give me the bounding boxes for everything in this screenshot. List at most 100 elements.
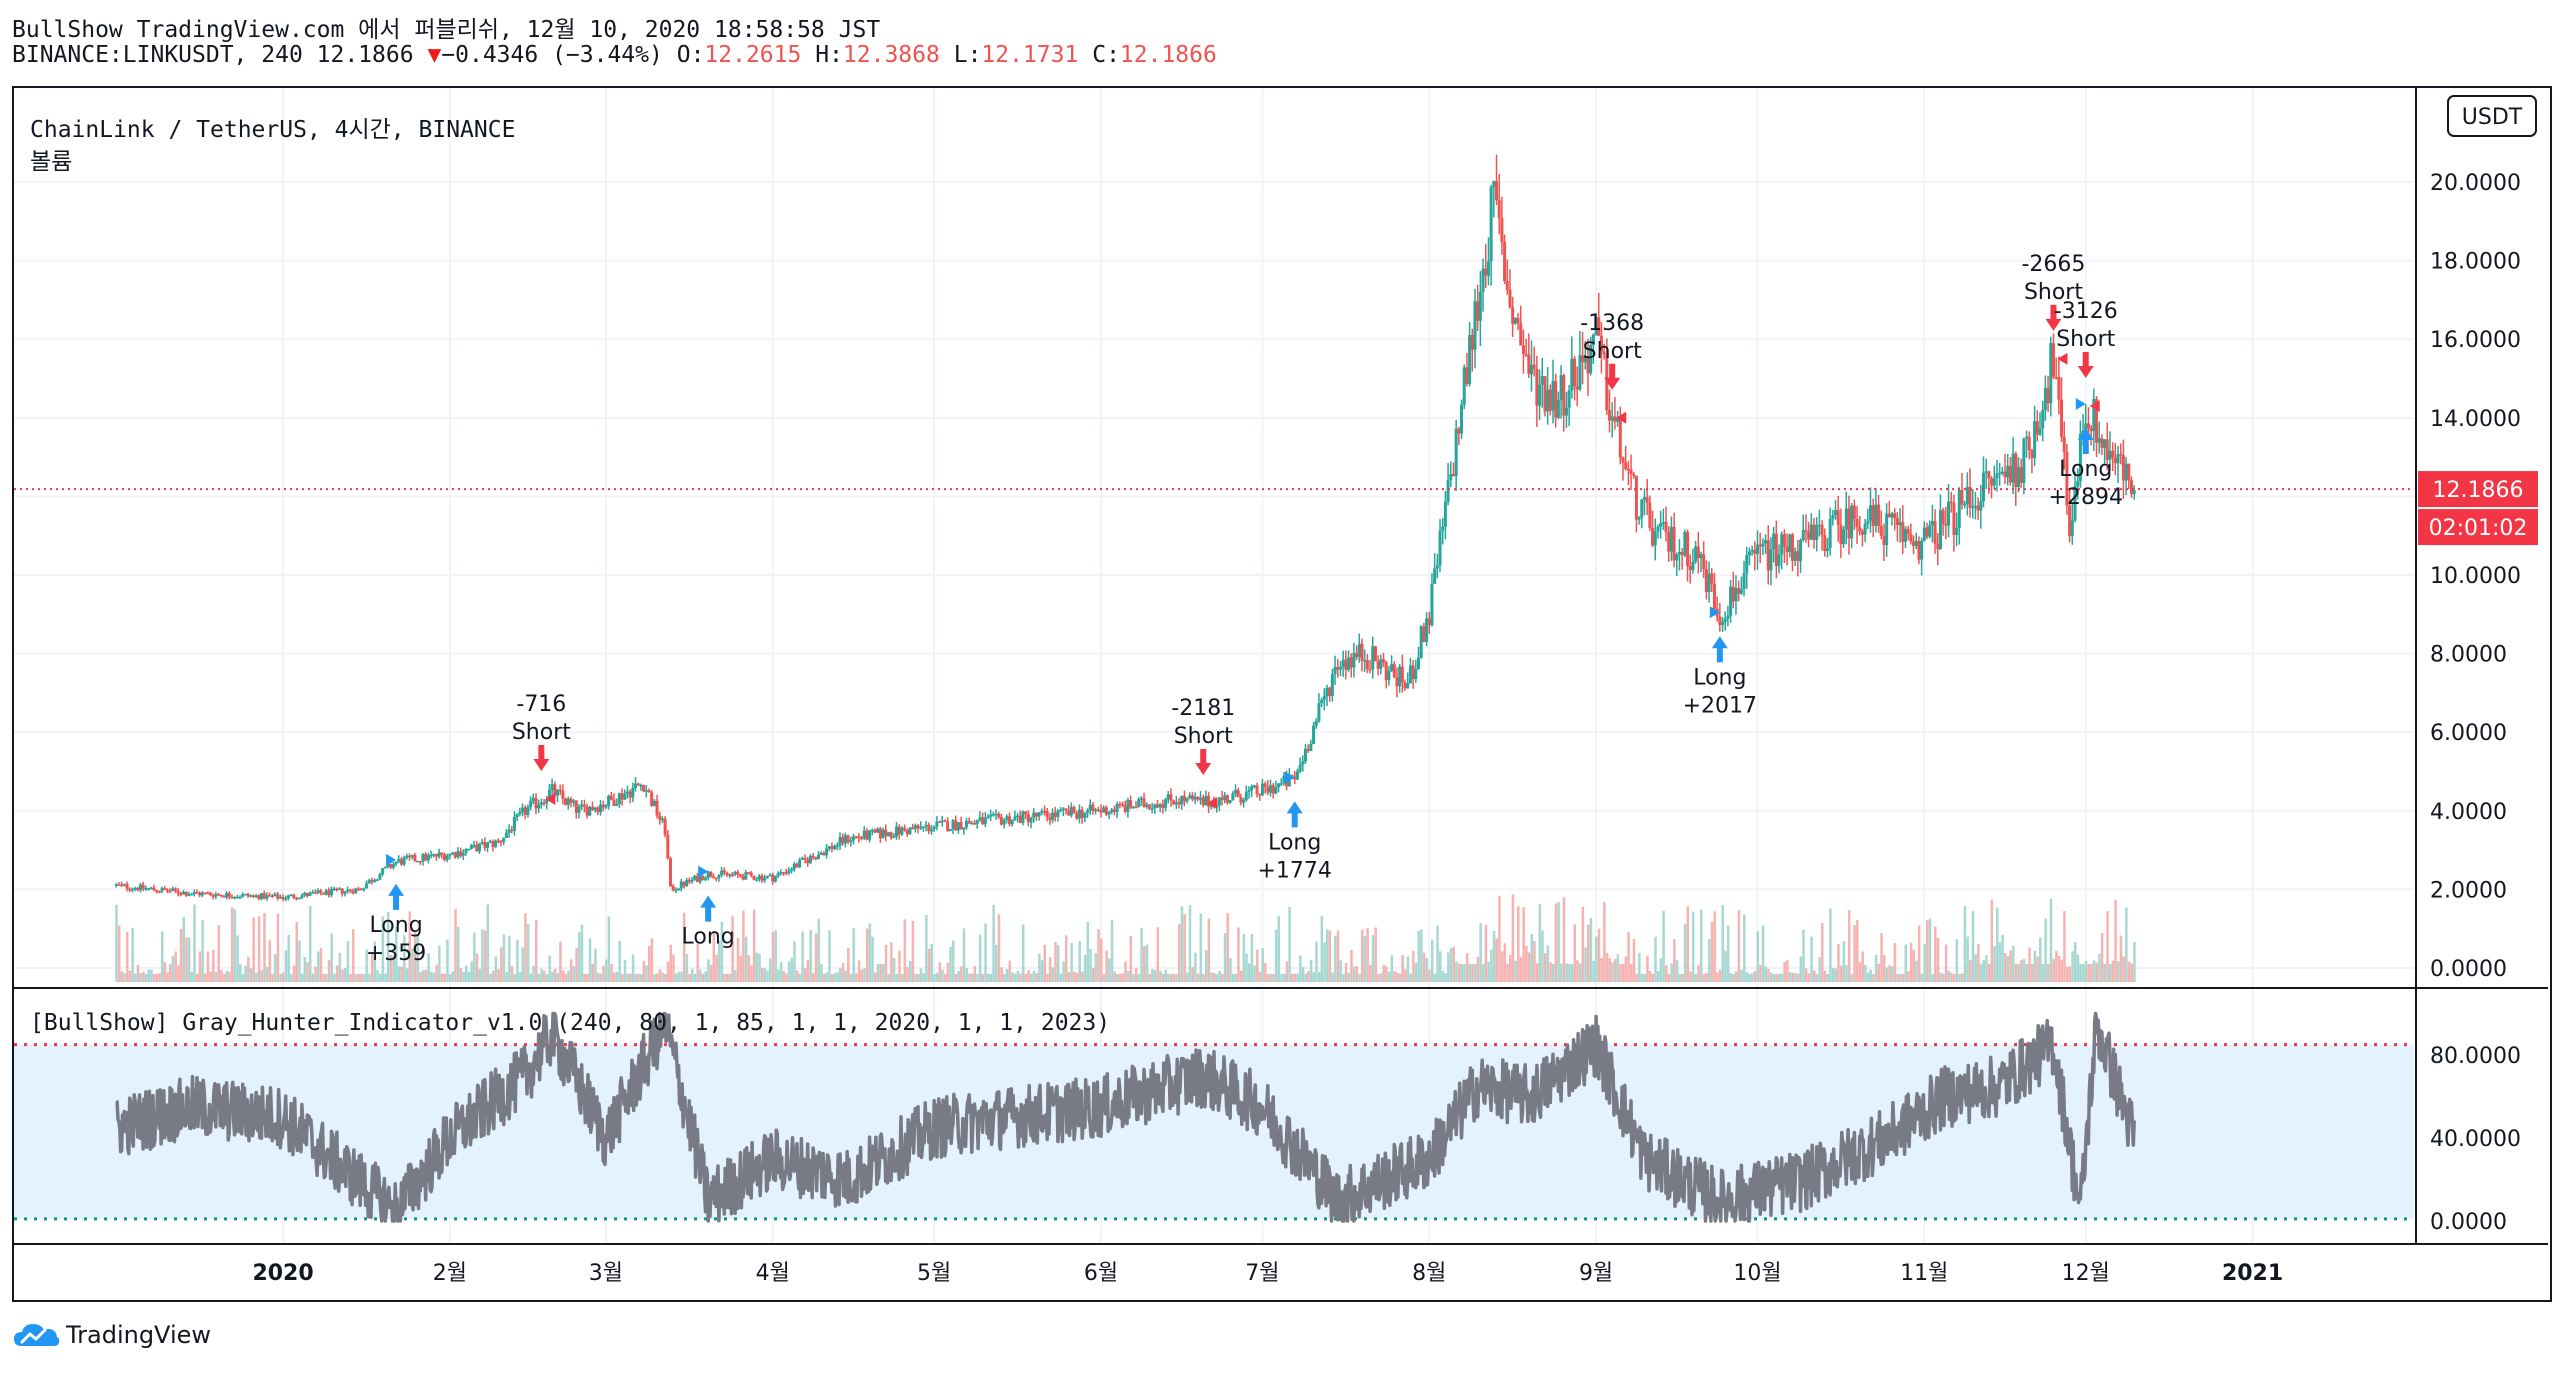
volume-bar [785, 973, 788, 982]
volume-bar [1484, 924, 1488, 982]
candle-body [147, 888, 151, 890]
candle-body [1443, 501, 1447, 527]
candle-body [599, 804, 603, 813]
candle-body [1624, 462, 1628, 469]
countdown-badge [2418, 509, 2538, 546]
candle-body [695, 875, 699, 882]
volume-bar [712, 930, 716, 982]
volume-bar [1194, 952, 1197, 982]
volume-bar [1955, 939, 1959, 982]
volume-bar [981, 973, 985, 982]
volume-bar [448, 973, 452, 982]
volume-bar [1202, 973, 1205, 982]
volume-bar [1880, 932, 1883, 982]
candle-body [1080, 809, 1084, 818]
volume-bar [370, 954, 374, 982]
volume-bar [2092, 960, 2096, 982]
chart-frame[interactable] [12, 86, 2552, 1302]
volume-bar [1038, 953, 1041, 982]
volume-bar [1369, 965, 1372, 982]
candle-body [426, 854, 430, 861]
volume-bar [1761, 925, 1765, 982]
volume-bar [890, 942, 893, 982]
candle-body [233, 896, 237, 899]
volume-bar [1040, 960, 1044, 982]
candle-body [1712, 583, 1716, 609]
candle-body [564, 798, 568, 805]
candle-body [550, 784, 554, 791]
price-axis-tick: 16.0000 [2430, 328, 2521, 353]
volume-bar [1433, 973, 1437, 982]
candle-body [260, 893, 264, 900]
candle-body [1680, 552, 1684, 556]
candle-body [983, 817, 987, 825]
candle-body [1177, 802, 1181, 805]
volume-bar [2087, 963, 2090, 982]
candle-body [1384, 662, 1388, 681]
volume-bar [1156, 927, 1159, 982]
candle-body [138, 884, 142, 891]
volume-bar [206, 951, 210, 982]
volume-bar [957, 970, 960, 982]
volume-bar [1899, 973, 1902, 982]
tradingview-logo[interactable]: TradingView [12, 1320, 211, 1350]
volume-bar [1530, 934, 1533, 982]
candle-body [884, 829, 888, 837]
candle-body [970, 823, 974, 825]
candle-body [437, 852, 441, 857]
volume-bar [1089, 948, 1092, 982]
volume-bar [707, 959, 710, 982]
volume-bar [1247, 963, 1251, 982]
candle-body [499, 841, 503, 843]
volume-bar [2117, 961, 2120, 982]
candle-body [424, 854, 428, 861]
candle-body [1895, 518, 1899, 526]
volume-bar [1603, 901, 1606, 982]
volume-legend[interactable]: 볼륨 [30, 149, 73, 175]
oscillator-axis-tick: 80.0000 [2430, 1044, 2521, 1069]
volume-bar [790, 957, 794, 982]
volume-bar [1151, 968, 1154, 982]
long-signal-label: +2017 [1683, 693, 1757, 718]
volume-bar [1269, 973, 1273, 982]
volume-bar [1533, 941, 1536, 982]
candle-body [440, 852, 444, 855]
time-axis-tick: 2020 [252, 1261, 313, 1286]
volume-bar [801, 931, 804, 982]
time-axis-tick: 8월 [1412, 1261, 1446, 1286]
volume-bar [2095, 962, 2099, 982]
volume-bar [1110, 919, 1114, 982]
candle-body [666, 834, 670, 859]
candle-body [940, 820, 944, 822]
candle-body [1745, 555, 1749, 574]
volume-bar [1169, 973, 1173, 982]
volume-bar [1600, 958, 1603, 982]
candle-body [1282, 775, 1286, 784]
volume-bar [1643, 973, 1646, 982]
indicator-legend[interactable]: [BullShow] Gray_Hunter_Indicator_v1.0 (2… [30, 1010, 1111, 1036]
close-value: 12.1866 [1119, 42, 1217, 68]
candle-body [1094, 809, 1098, 811]
volume-bar [1936, 937, 1940, 982]
candle-body [1376, 661, 1380, 669]
short-signal-label: -2181 [1171, 696, 1235, 721]
candle-body [2008, 465, 2012, 483]
candle-body [798, 859, 802, 868]
volume-bar [728, 973, 732, 982]
candle-body [1225, 795, 1229, 803]
candle-body [397, 859, 401, 862]
candle-body [1963, 503, 1967, 506]
candle-body [1696, 546, 1700, 558]
volume-bar [1083, 954, 1087, 982]
candle-body [1955, 527, 1959, 535]
chart-legend-title[interactable]: ChainLink / TetherUS, 4시간, BINANCE [30, 117, 516, 143]
candle-body [1026, 814, 1030, 823]
volume-bar [475, 953, 479, 982]
candle-body [1484, 268, 1488, 276]
volume-bar [591, 963, 594, 982]
volume-bar [2049, 898, 2053, 982]
candle-body [537, 804, 541, 809]
volume-bar [1242, 934, 1246, 982]
volume-bar [389, 954, 393, 982]
